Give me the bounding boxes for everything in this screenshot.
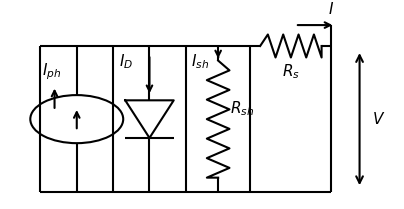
Text: $I_D$: $I_D$ [119,52,133,71]
Text: $I_{ph}$: $I_{ph}$ [42,61,62,82]
Text: $R_{sh}$: $R_{sh}$ [230,99,255,118]
Text: $I_{sh}$: $I_{sh}$ [191,52,209,71]
Text: $V$: $V$ [372,111,385,127]
Text: $I$: $I$ [328,1,335,17]
Text: $R_s$: $R_s$ [282,63,300,81]
